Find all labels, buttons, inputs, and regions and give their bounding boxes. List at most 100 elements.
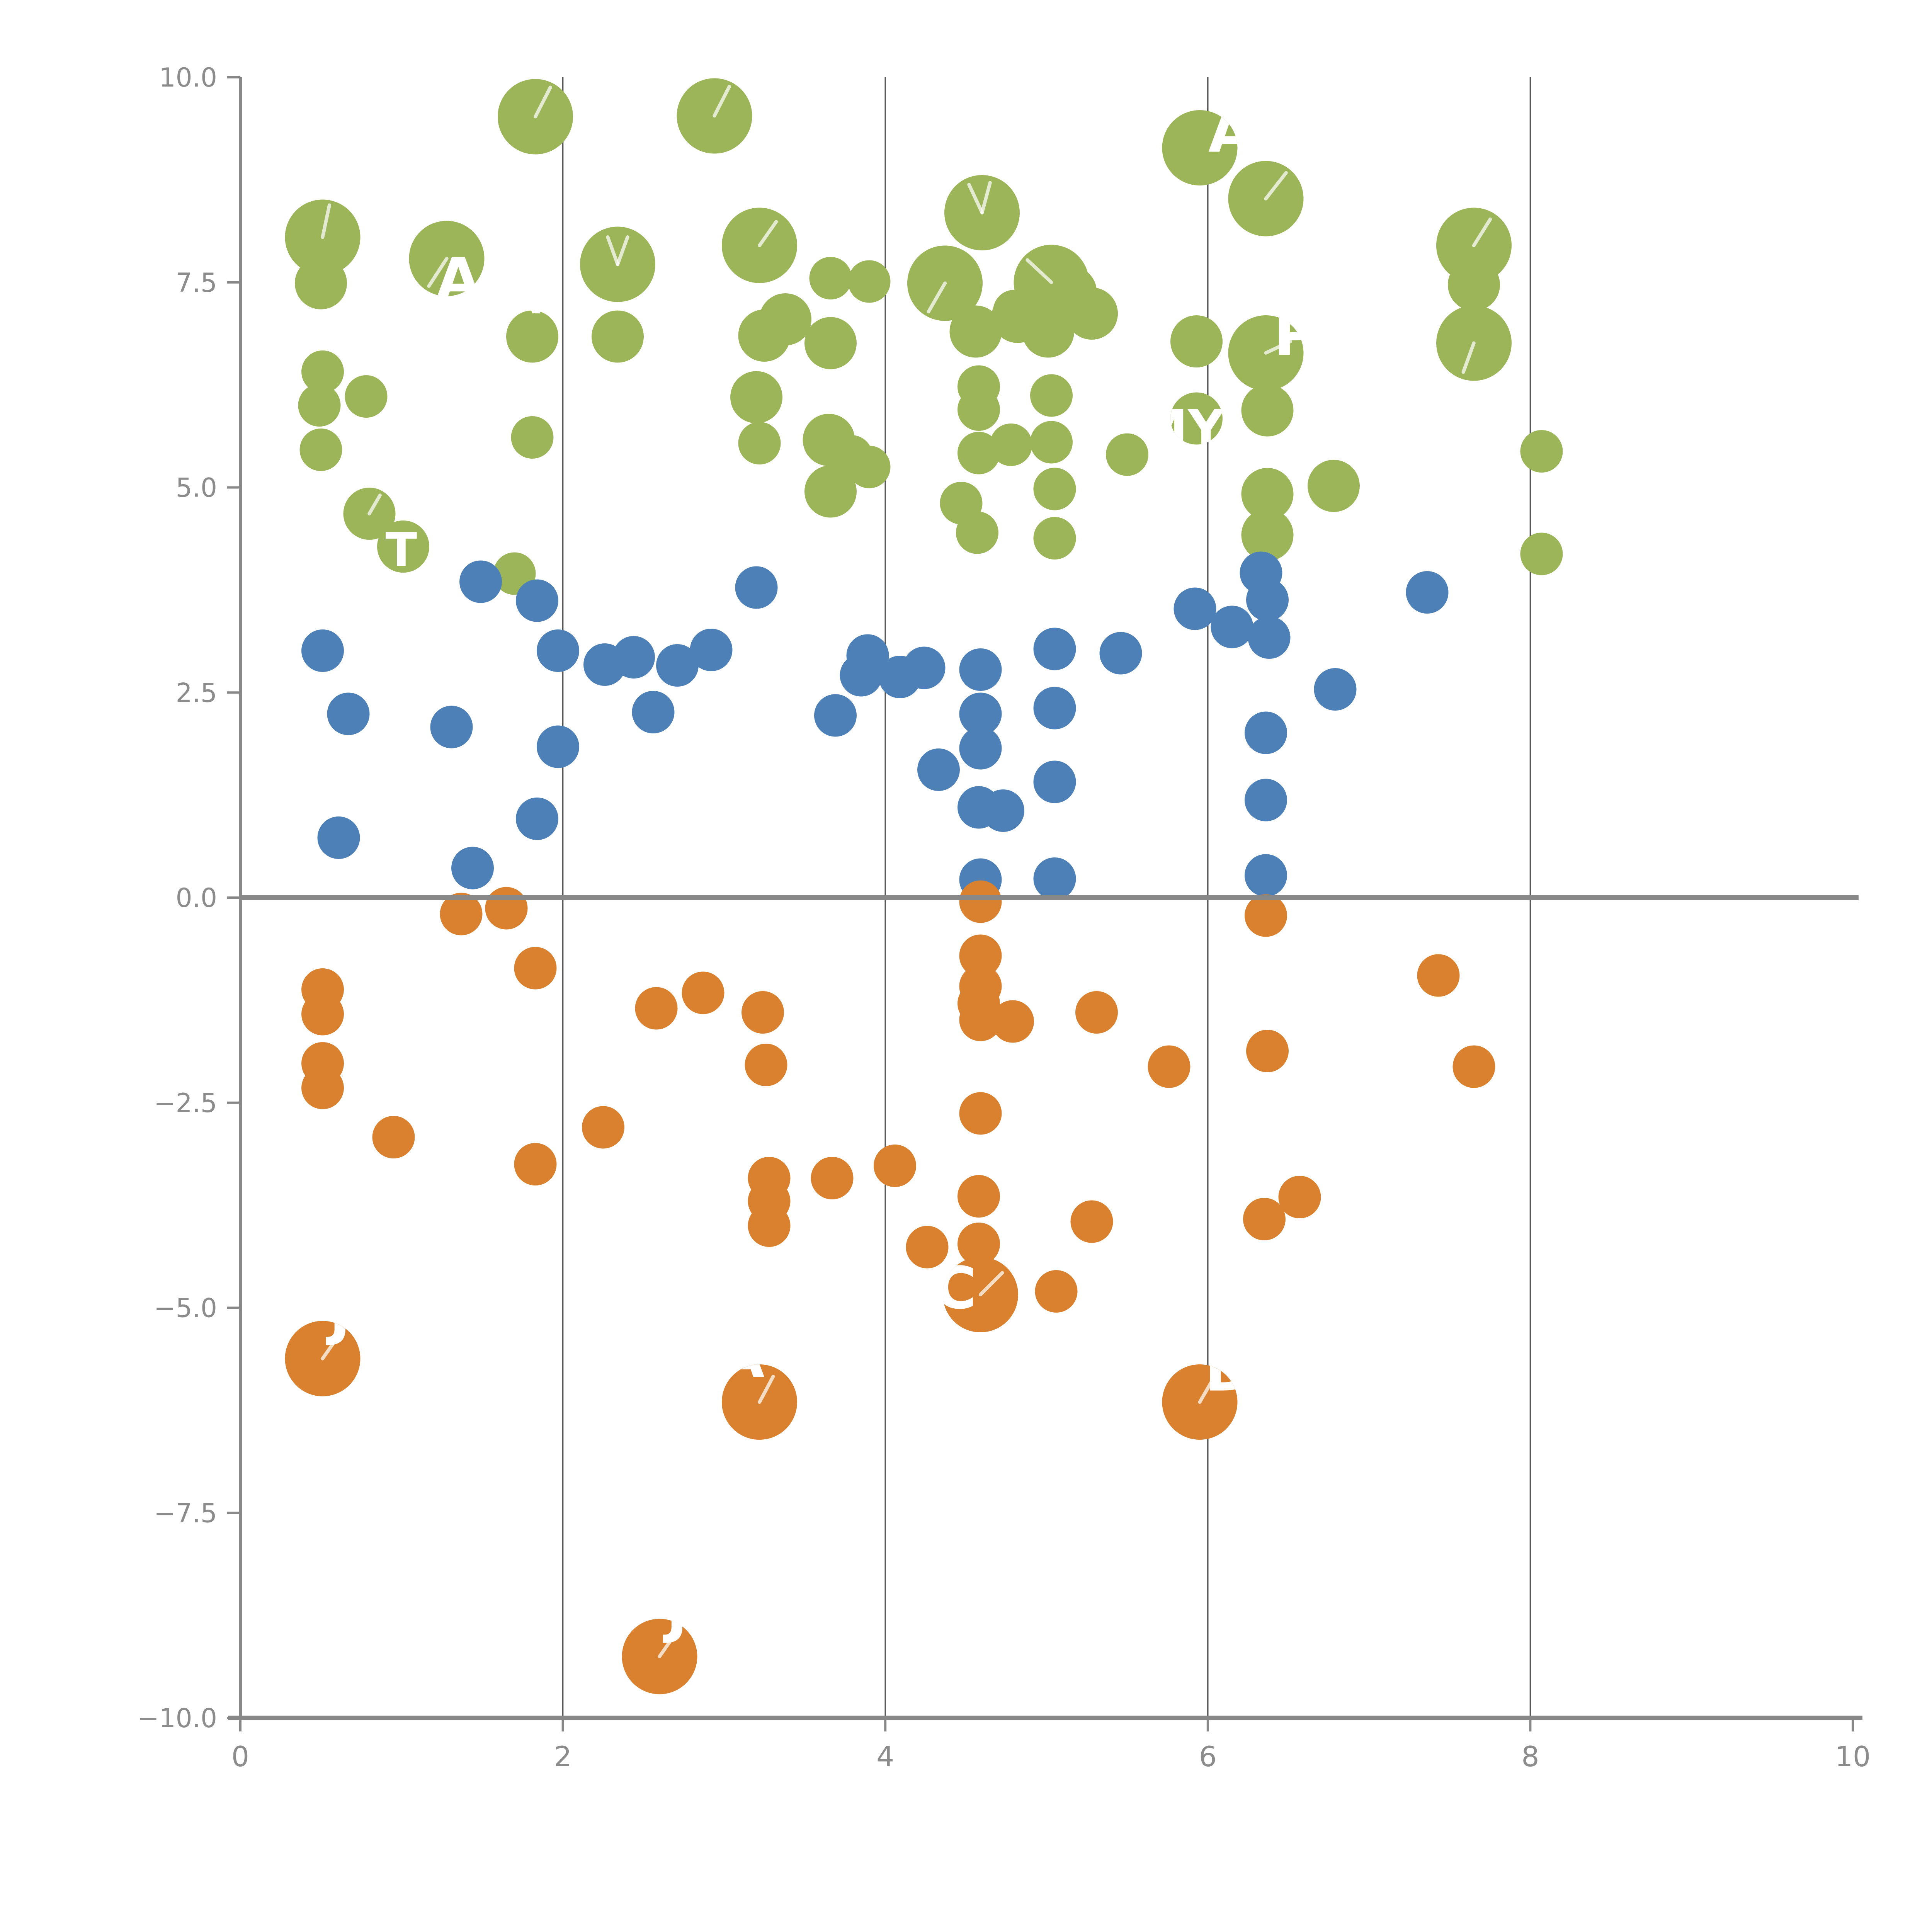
- data-point: [957, 432, 1000, 474]
- needle-group: [978, 1271, 1004, 1297]
- needle-group: [758, 1374, 775, 1404]
- data-point: [742, 991, 784, 1034]
- data-point: [514, 1143, 557, 1185]
- needle: [367, 493, 382, 515]
- data-point: [1278, 1176, 1321, 1218]
- needle: [1472, 217, 1492, 247]
- data-point: [1030, 374, 1073, 417]
- needle-group: [367, 493, 382, 515]
- data-point: [959, 880, 1002, 923]
- data-point: [1520, 532, 1563, 575]
- point-label: A: [436, 246, 481, 313]
- needle: [1461, 341, 1476, 374]
- data-point: [840, 654, 883, 697]
- data-point: [1241, 384, 1294, 437]
- data-point: [809, 257, 852, 299]
- data-point: [656, 644, 699, 687]
- data-point: [1245, 779, 1287, 821]
- label-group: v: [524, 310, 549, 322]
- data-point: [804, 317, 857, 369]
- data-point: [506, 310, 558, 363]
- data-point: [317, 816, 360, 859]
- data-point: [1241, 509, 1294, 561]
- needle: [534, 85, 552, 119]
- label-group: MY: [1170, 399, 1223, 445]
- data-point: [1070, 1200, 1113, 1243]
- point-label: C: [934, 1255, 976, 1322]
- data-point: [1243, 1198, 1286, 1240]
- needle: [658, 1631, 678, 1658]
- data-point: [301, 1066, 344, 1109]
- needle: [758, 1374, 775, 1404]
- data-point: [511, 416, 554, 459]
- needle: [1026, 258, 1053, 284]
- y-tick-label: −7.5: [154, 1498, 217, 1528]
- data-point: [295, 257, 347, 310]
- data-point: [959, 727, 1002, 770]
- data-point: [959, 1092, 1002, 1135]
- needle-group: [927, 281, 947, 313]
- series-blue: [301, 551, 1449, 901]
- data-point: [298, 384, 341, 427]
- data-point: [959, 998, 1002, 1041]
- needle-group: [1264, 171, 1288, 201]
- point-label: T: [386, 523, 417, 577]
- data-point: [959, 934, 1002, 977]
- needle: [1264, 171, 1288, 201]
- x-tick-label: 0: [231, 1741, 249, 1773]
- data-point: [516, 798, 558, 840]
- data-point: [748, 1204, 791, 1247]
- needle: [427, 257, 449, 288]
- data-point: [1033, 687, 1076, 730]
- data-point: [301, 629, 344, 672]
- data-point: [1245, 711, 1287, 754]
- data-point: [1248, 616, 1291, 659]
- data-point: [1033, 628, 1076, 670]
- data-point: [1173, 587, 1216, 630]
- point-label: A: [1208, 99, 1253, 166]
- data-point: [592, 310, 644, 363]
- data-point: [949, 305, 1002, 358]
- data-point: [1033, 760, 1076, 803]
- data-point: [957, 1223, 1000, 1265]
- point-annotations: A A P MY Tv D C J J A: [321, 85, 1492, 1658]
- data-point: [1245, 854, 1287, 897]
- needle: [927, 281, 947, 313]
- point-label: A: [720, 1324, 765, 1391]
- data-point: [1170, 392, 1223, 445]
- data-point: [745, 1044, 787, 1086]
- data-point: [1246, 578, 1289, 621]
- needle-group: [616, 235, 629, 266]
- needle-group: [980, 181, 992, 214]
- data-point: [372, 1116, 415, 1158]
- data-point: [632, 691, 675, 733]
- data-point: [440, 893, 483, 935]
- data-point: [1148, 1045, 1190, 1088]
- point-label: P: [1274, 301, 1316, 369]
- y-tick-label: −10.0: [137, 1703, 217, 1733]
- label-group: J: [326, 1321, 351, 1347]
- data-point: [990, 423, 1032, 466]
- data-point: [874, 1145, 916, 1187]
- y-tick-label: −5.0: [154, 1293, 217, 1323]
- data-point: [903, 646, 946, 689]
- needle: [758, 220, 778, 247]
- label-group: A: [720, 1324, 765, 1391]
- data-point: [377, 520, 429, 573]
- data-point: [1075, 991, 1118, 1034]
- label-group: J: [663, 1619, 688, 1645]
- data-point: [1246, 1030, 1289, 1072]
- data-point: [992, 1000, 1034, 1043]
- data-point: [759, 293, 811, 345]
- needle-group: [427, 257, 449, 288]
- data-point: [959, 692, 1002, 735]
- data-point: [1035, 1270, 1078, 1313]
- y-tick-label: 5.0: [176, 473, 217, 503]
- data-point: [1075, 292, 1118, 335]
- needle: [321, 203, 331, 239]
- data-point: [1033, 517, 1076, 560]
- needle-group: [321, 1333, 341, 1361]
- data-point: [582, 1106, 624, 1149]
- needle-group: [1264, 340, 1292, 355]
